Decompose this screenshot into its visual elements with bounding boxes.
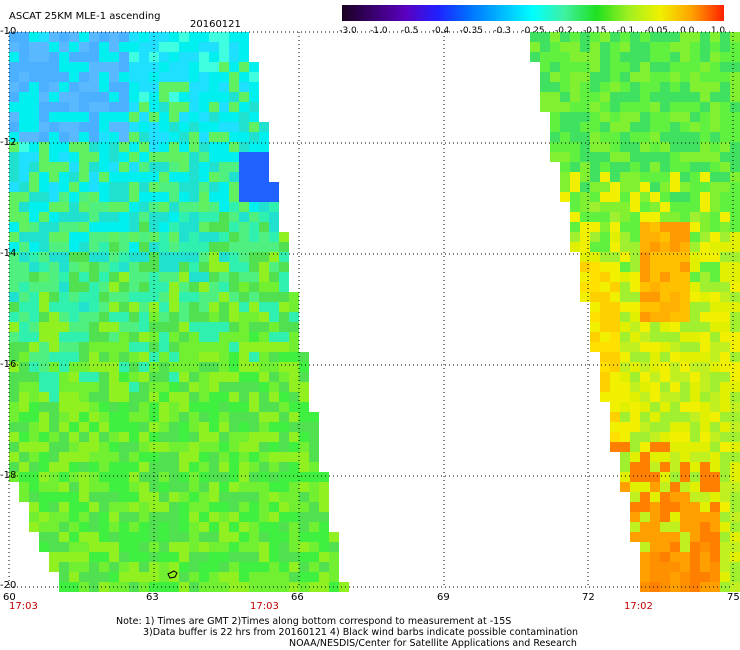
wind-barb-icon xyxy=(167,570,178,579)
pass-time-1: 17:03 xyxy=(9,601,38,612)
map-date: 20160121 xyxy=(190,19,241,30)
colorbar-label: -0.2 xyxy=(555,26,573,36)
lat-tick-10: -10 xyxy=(0,26,17,37)
lat-tick-20: -20 xyxy=(0,580,17,591)
colorbar-label: -0.15 xyxy=(583,26,607,36)
grid-lines xyxy=(8,31,734,588)
pass-time-3: 17:02 xyxy=(624,601,653,612)
colorbar-label: 1.0 xyxy=(710,26,726,36)
lat-tick-14: -14 xyxy=(0,248,17,259)
lat-tick-12: -12 xyxy=(0,137,17,148)
note-line-3: NOAA/NESDIS/Center for Satellite Applica… xyxy=(289,638,577,649)
colorbar-label: -0.1 xyxy=(616,26,635,36)
note-line-2: 3)Data buffer is 22 hrs from 20160121 4)… xyxy=(143,627,579,638)
map-title: ASCAT 25KM MLE-1 ascending xyxy=(9,11,161,22)
lon-tick-60: 60 xyxy=(3,592,16,603)
colorbar-label: -0.25 xyxy=(521,26,545,36)
note-line-1: Note: 1) Times are GMT 2)Times along bot… xyxy=(116,616,512,627)
colorbar-label: 0.0 xyxy=(679,26,695,36)
lon-tick-63: 63 xyxy=(146,592,159,603)
colorbar xyxy=(342,5,724,21)
lon-tick-69: 69 xyxy=(437,592,450,603)
pass-time-2: 17:03 xyxy=(250,601,279,612)
lat-tick-16: -16 xyxy=(0,359,17,370)
colorbar-label: -1.0 xyxy=(370,26,388,36)
colorbar-label: -0.5 xyxy=(400,26,419,36)
colorbar-label: -3.0 xyxy=(339,26,357,36)
colorbar-label: -0.35 xyxy=(459,26,483,36)
colorbar-label: -0.4 xyxy=(431,26,450,36)
colorbar-label: -0.3 xyxy=(493,26,511,36)
lon-tick-72: 72 xyxy=(582,592,595,603)
colorbar-label: -0.05 xyxy=(644,26,668,36)
lon-tick-75: 75 xyxy=(727,592,740,603)
lat-tick-18: -18 xyxy=(0,470,17,481)
lon-tick-66: 66 xyxy=(291,592,304,603)
swath-layer xyxy=(9,32,740,592)
